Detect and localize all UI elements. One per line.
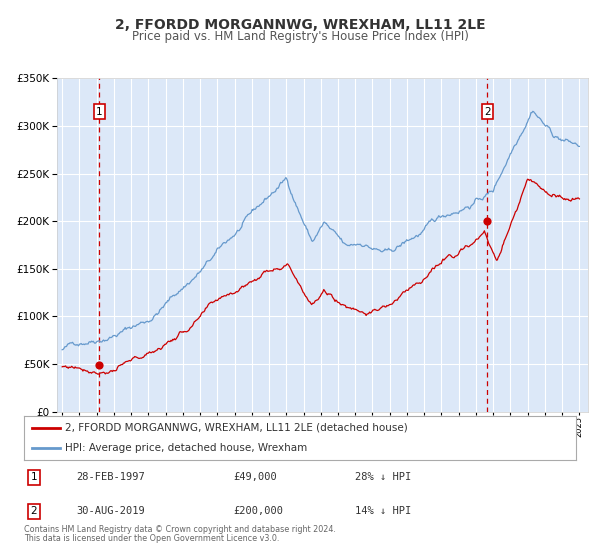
Text: 28% ↓ HPI: 28% ↓ HPI — [355, 472, 412, 482]
Text: Price paid vs. HM Land Registry's House Price Index (HPI): Price paid vs. HM Land Registry's House … — [131, 30, 469, 43]
Text: £200,000: £200,000 — [234, 506, 284, 516]
Text: 1: 1 — [31, 472, 37, 482]
Text: 30-AUG-2019: 30-AUG-2019 — [76, 506, 145, 516]
Text: 14% ↓ HPI: 14% ↓ HPI — [355, 506, 412, 516]
Text: 1: 1 — [96, 107, 103, 116]
Text: HPI: Average price, detached house, Wrexham: HPI: Average price, detached house, Wrex… — [65, 443, 308, 453]
Text: £49,000: £49,000 — [234, 472, 278, 482]
Point — [95, 361, 104, 370]
Text: 2, FFORDD MORGANNWG, WREXHAM, LL11 2LE: 2, FFORDD MORGANNWG, WREXHAM, LL11 2LE — [115, 18, 485, 32]
Text: 28-FEB-1997: 28-FEB-1997 — [76, 472, 145, 482]
Text: Contains HM Land Registry data © Crown copyright and database right 2024.: Contains HM Land Registry data © Crown c… — [24, 525, 336, 534]
Text: 2: 2 — [31, 506, 37, 516]
Text: This data is licensed under the Open Government Licence v3.0.: This data is licensed under the Open Gov… — [24, 534, 280, 543]
Point — [482, 217, 492, 226]
Text: 2, FFORDD MORGANNWG, WREXHAM, LL11 2LE (detached house): 2, FFORDD MORGANNWG, WREXHAM, LL11 2LE (… — [65, 423, 408, 433]
Text: 2: 2 — [484, 107, 491, 116]
